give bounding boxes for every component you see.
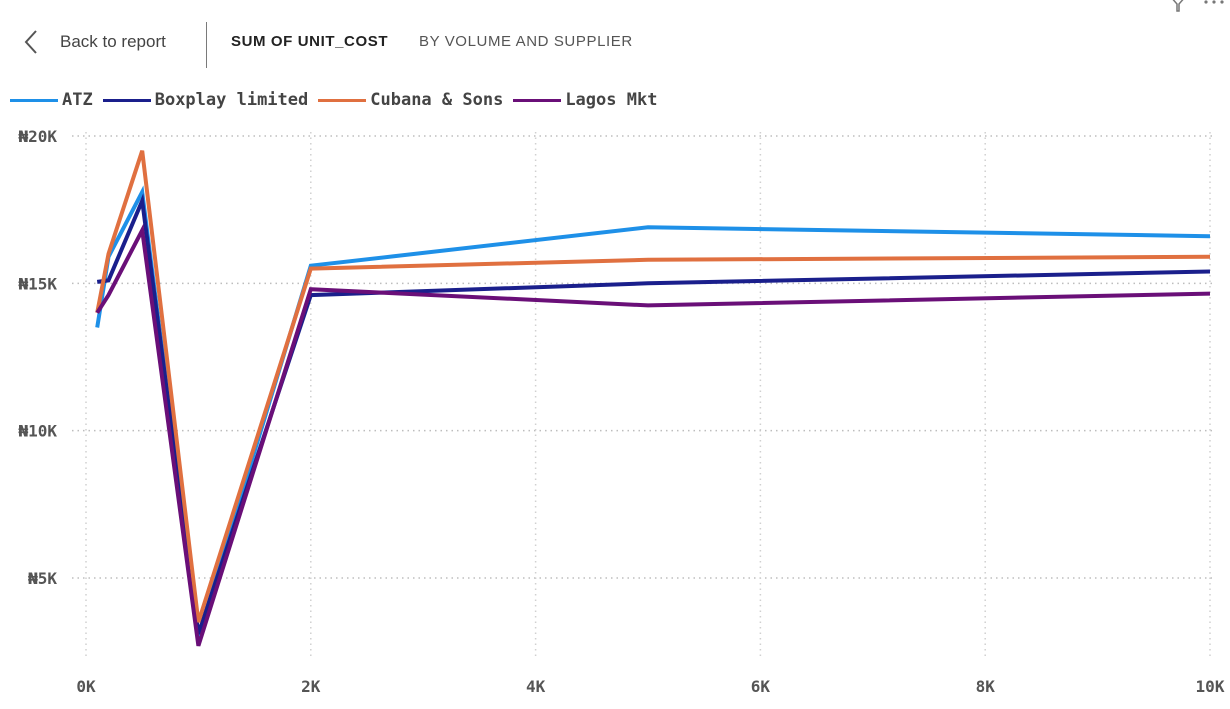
header-divider — [206, 22, 207, 68]
series-line[interactable] — [95, 223, 1211, 647]
y-tick-label: ₦15K — [18, 274, 57, 293]
x-tick-label: 8K — [976, 677, 996, 696]
x-tick-label: 0K — [76, 677, 96, 696]
filter-icon[interactable] — [1168, 0, 1188, 14]
x-tick-label: 10K — [1196, 677, 1225, 696]
legend-swatch — [318, 98, 367, 102]
legend-item[interactable]: Cubana & Sons — [318, 90, 503, 110]
x-tick-label: 6K — [751, 677, 771, 696]
chart-legend: ATZ Boxplay limited Cubana & Sons Lagos Mkt — [10, 88, 667, 112]
y-tick-label: ₦20K — [18, 127, 57, 146]
legend-swatch — [102, 98, 151, 102]
legend-label: Cubana & Sons — [370, 90, 504, 110]
legend-label: Lagos Mkt — [565, 90, 658, 110]
x-tick-label: 2K — [301, 677, 321, 696]
legend-label: Boxplay limited — [154, 90, 309, 110]
legend-item[interactable]: Lagos Mkt — [513, 90, 657, 110]
chevron-left-icon — [24, 30, 37, 54]
back-to-report-button[interactable]: Back to report — [22, 26, 166, 58]
legend-item[interactable]: Boxplay limited — [102, 90, 309, 110]
legend-swatch — [513, 98, 562, 102]
chart-subtitle: BY VOLUME AND SUPPLIER — [419, 33, 633, 50]
x-tick-label: 4K — [526, 677, 546, 696]
legend-swatch — [10, 98, 58, 102]
legend-item[interactable]: ATZ — [10, 90, 93, 110]
chart-title: SUM OF UNIT_COST — [231, 33, 389, 50]
back-to-report-label: Back to report — [60, 32, 166, 51]
header: Back to report SUM OF UNIT_COST BY VOLUM… — [0, 0, 1230, 86]
y-tick-label: ₦10K — [18, 422, 57, 441]
visual-header-icons — [1168, 0, 1226, 14]
more-options-icon[interactable] — [1202, 0, 1226, 14]
series-line[interactable] — [95, 150, 1211, 623]
y-tick-label: ₦5K — [28, 569, 57, 588]
legend-label: ATZ — [62, 90, 93, 110]
